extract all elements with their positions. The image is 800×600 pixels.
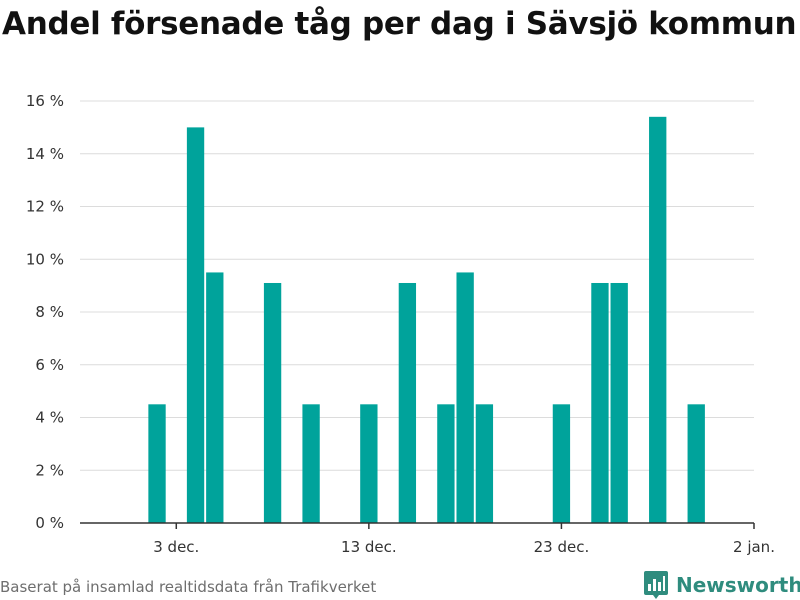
bar [360, 404, 378, 523]
bar [610, 282, 628, 523]
bar [148, 404, 166, 523]
bar [591, 282, 609, 523]
bar [456, 272, 474, 523]
bar [475, 404, 494, 523]
chart-title: Andel försenade tåg per dag i Sävsjö kom… [2, 6, 797, 42]
x-tick-label: 2 jan. [733, 538, 775, 556]
x-tick-label: 3 dec. [153, 538, 199, 556]
bar [687, 404, 705, 523]
bar-chart-logo-icon [644, 571, 668, 599]
y-tick-label: 12 % [26, 198, 64, 216]
bar [263, 282, 282, 523]
bar [302, 404, 320, 523]
source-note: Baserat på insamlad realtidsdata från Tr… [0, 578, 377, 596]
bar [649, 116, 667, 523]
x-tick-label: 13 dec. [341, 538, 397, 556]
y-tick-label: 6 % [35, 356, 64, 374]
y-tick-label: 8 % [35, 303, 64, 321]
bar [206, 272, 224, 523]
bar [552, 404, 571, 523]
y-tick-label: 14 % [26, 145, 64, 163]
bar [398, 282, 417, 523]
brand-logo: Newsworthy [644, 570, 800, 600]
bar [186, 127, 205, 524]
y-tick-label: 4 % [35, 409, 64, 427]
x-tick-label: 23 dec. [534, 538, 590, 556]
bar [437, 404, 455, 523]
y-tick-label: 2 % [35, 461, 64, 479]
y-tick-label: 0 % [35, 514, 64, 532]
y-tick-label: 16 % [26, 92, 64, 110]
y-tick-label: 10 % [26, 250, 64, 268]
brand-name: Newsworthy [676, 573, 800, 597]
